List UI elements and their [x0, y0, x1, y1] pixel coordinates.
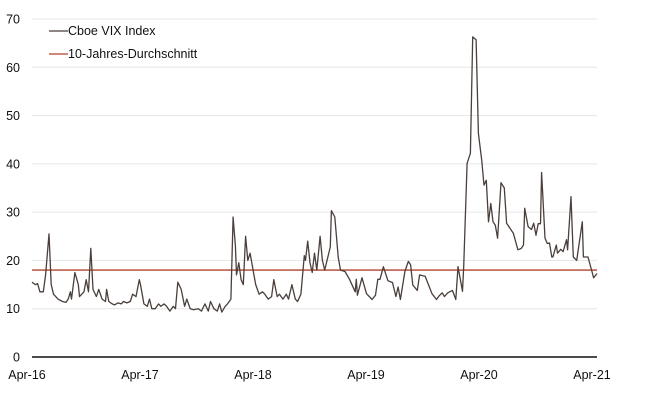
- legend: Cboe VIX Index 10-Jahres-Durchschnitt: [49, 24, 198, 61]
- x-tick-label: Apr-19: [347, 368, 385, 382]
- x-tick-label: Apr-20: [460, 368, 498, 382]
- y-tick-label: 0: [13, 351, 20, 365]
- y-tick-label: 20: [6, 254, 20, 268]
- y-axis-ticks: 0 10 20 30 40 50 60 70: [6, 13, 20, 365]
- y-tick-label: 10: [6, 302, 20, 316]
- x-tick-label: Apr-21: [573, 368, 611, 382]
- x-tick-label: Apr-17: [121, 368, 159, 382]
- y-tick-label: 40: [6, 157, 20, 171]
- gridlines: [32, 18, 597, 310]
- y-tick-label: 60: [6, 61, 20, 75]
- series-vix-line: [31, 36, 598, 313]
- x-tick-label: Apr-16: [8, 368, 46, 382]
- x-tick-label: Apr-18: [234, 368, 272, 382]
- y-tick-label: 30: [6, 206, 20, 220]
- y-tick-label: 70: [6, 13, 20, 27]
- y-tick-label: 50: [6, 109, 20, 123]
- x-axis-ticks: Apr-16 Apr-17 Apr-18 Apr-19 Apr-20 Apr-21: [8, 368, 611, 382]
- legend-label-average: 10-Jahres-Durchschnitt: [68, 47, 198, 61]
- legend-label-vix: Cboe VIX Index: [68, 24, 156, 38]
